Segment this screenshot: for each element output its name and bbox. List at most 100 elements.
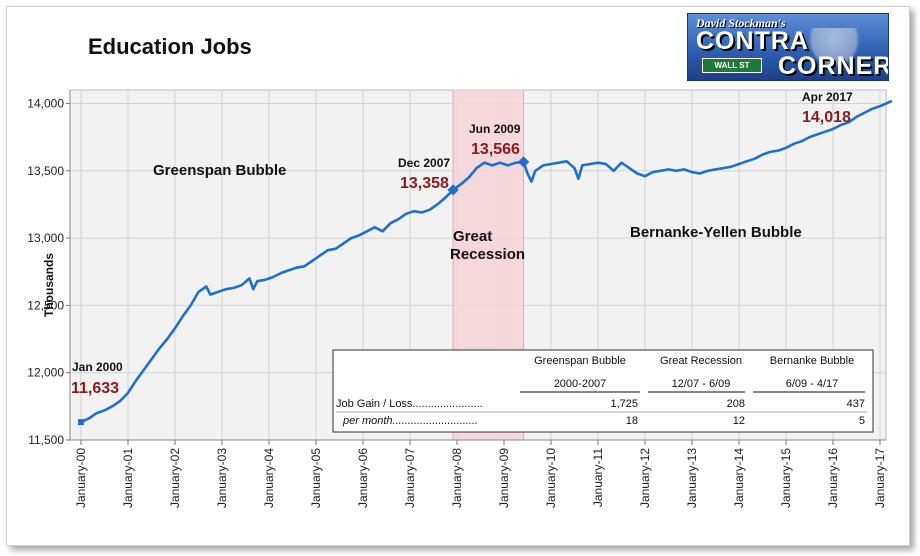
data-point <box>436 203 439 206</box>
data-point <box>808 136 811 138</box>
data-point <box>475 167 478 169</box>
data-point <box>644 175 646 177</box>
data-point <box>272 276 274 278</box>
data-point <box>444 197 446 199</box>
data-point <box>209 294 211 296</box>
logo-line-3: CORNER <box>778 52 889 80</box>
data-point <box>303 265 305 267</box>
y-axis-title: Thousands <box>42 253 56 317</box>
data-point <box>190 304 192 306</box>
table-box <box>332 349 874 433</box>
data-point <box>761 154 764 156</box>
data-point <box>597 162 599 164</box>
table-subheader: 2000-2007 <box>554 378 607 390</box>
annotation-value: 13,566 <box>471 141 520 158</box>
data-point <box>879 105 881 107</box>
data-point <box>722 167 724 169</box>
data-point <box>746 160 748 162</box>
data-point <box>366 230 368 232</box>
table-cell: 18 <box>626 415 638 427</box>
data-point <box>358 234 360 236</box>
x-tick-label: January-05 <box>309 448 323 508</box>
data-point <box>103 409 106 411</box>
x-tick-label: January-16 <box>826 448 840 508</box>
data-point <box>628 167 630 169</box>
x-tick-label: January-01 <box>121 448 135 508</box>
data-point <box>143 369 145 371</box>
table-cell: 437 <box>847 398 865 410</box>
annotation-value: 13,358 <box>400 175 449 192</box>
data-point <box>691 171 693 173</box>
data-point <box>135 380 137 382</box>
table-header: Bernanke Bubble <box>770 355 854 367</box>
data-point <box>166 338 168 340</box>
data-point <box>468 176 470 179</box>
logo-line-2: CONTRA <box>696 27 809 55</box>
data-point <box>460 183 462 185</box>
data-point <box>389 222 392 224</box>
data-point <box>491 164 493 166</box>
annotation-date: Jan 2000 <box>72 360 123 374</box>
data-point <box>256 280 258 282</box>
table-row-label: Job Gain / Loss....................... <box>336 398 483 410</box>
table-cell: 12 <box>733 415 745 427</box>
data-point <box>589 163 591 165</box>
data-point <box>683 168 685 171</box>
x-tick-label: January-04 <box>262 448 276 508</box>
data-point <box>738 163 740 165</box>
data-point <box>620 162 623 164</box>
x-tick-label: January-17 <box>873 448 887 508</box>
x-tick-label: January-14 <box>732 448 746 508</box>
annotation-value: 11,633 <box>71 380 119 397</box>
data-point <box>754 158 756 160</box>
data-point <box>217 291 219 293</box>
data-point <box>405 213 407 215</box>
x-tick-label: January-12 <box>638 448 652 508</box>
data-point <box>205 285 207 288</box>
bernanke-yellen-bubble-label: Bernanke-Yellen Bubble <box>630 224 802 241</box>
data-point <box>530 180 533 183</box>
data-point <box>558 162 560 164</box>
data-point <box>581 164 583 166</box>
great-recession-label-1: Great <box>453 228 492 245</box>
data-point <box>428 209 431 211</box>
table-cell: 5 <box>859 415 865 427</box>
x-tick-label: January-15 <box>779 448 793 508</box>
data-point <box>174 327 176 329</box>
data-point <box>233 287 235 289</box>
data-point <box>319 254 321 257</box>
data-point <box>667 168 670 171</box>
greenspan-bubble-label: Greenspan Bubble <box>153 162 286 179</box>
data-point <box>127 392 129 394</box>
data-point <box>507 164 509 166</box>
data-point <box>499 162 501 164</box>
data-point <box>350 237 352 239</box>
table-cell: 1,725 <box>610 398 638 410</box>
data-point <box>863 112 865 114</box>
data-point <box>119 400 121 402</box>
data-point <box>158 347 160 350</box>
data-point <box>421 211 423 214</box>
y-tick-label: 13,000 <box>27 231 64 245</box>
data-point <box>526 172 529 175</box>
data-point <box>660 170 662 172</box>
data-point <box>264 279 266 281</box>
summary-table: Greenspan Bubble 2000-2007 Great Recession… <box>332 349 874 433</box>
data-point <box>891 100 893 102</box>
data-point <box>777 149 779 152</box>
data-point <box>311 260 313 262</box>
data-point <box>730 166 732 168</box>
annotation-layer: Jan 2000 11,633 Dec 2007 13,358 Jun 2009 13,5… <box>71 90 853 426</box>
data-point <box>714 168 717 171</box>
data-point <box>566 160 568 162</box>
data-point <box>327 249 329 251</box>
data-point <box>824 131 826 133</box>
data-point <box>699 172 701 175</box>
x-tick-label: January-10 <box>544 448 558 508</box>
data-point <box>96 412 98 414</box>
table-subheader: 12/07 - 6/09 <box>672 378 731 390</box>
data-point <box>785 147 787 149</box>
annotation-date: Jun 2009 <box>469 122 521 136</box>
data-point <box>707 170 709 172</box>
data-point <box>295 267 298 269</box>
